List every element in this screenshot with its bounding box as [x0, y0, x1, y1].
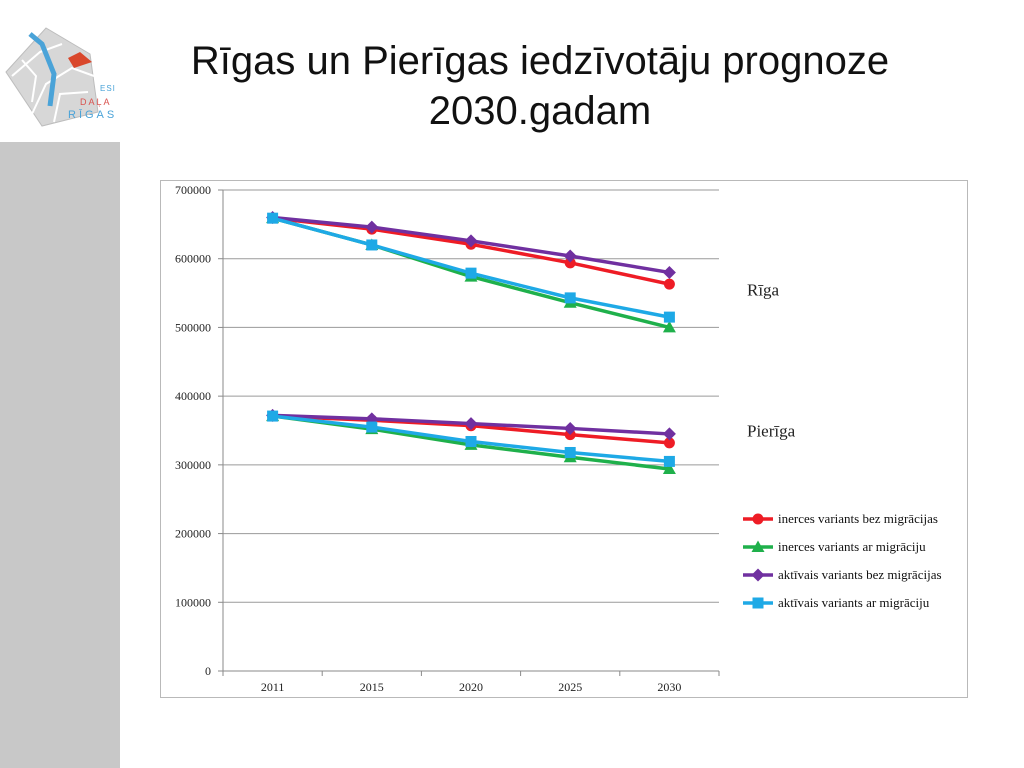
slide-title-line-2: 2030.gadam — [428, 89, 652, 133]
logo-text-dala: DAĻA — [80, 97, 112, 107]
x-tick-label: 2025 — [558, 680, 582, 694]
data-point — [663, 455, 675, 467]
data-point — [662, 427, 676, 441]
y-tick-label: 200000 — [175, 527, 211, 541]
data-point — [563, 421, 577, 435]
y-tick-label: 500000 — [175, 320, 211, 334]
legend-marker — [751, 568, 765, 582]
legend-marker — [752, 597, 764, 609]
logo-text-esi: ESI — [100, 84, 116, 93]
logo-text-rigas: RĪGAS — [68, 109, 118, 121]
y-tick-label: 600000 — [175, 252, 211, 266]
legend-label: inerces variants ar migrāciju — [778, 539, 926, 554]
data-point — [662, 320, 676, 333]
legend-marker — [751, 540, 765, 552]
y-tick-label: 0 — [205, 664, 211, 678]
data-point — [663, 437, 675, 449]
legend-label: inerces variants bez migrācijas — [778, 511, 938, 526]
data-point — [564, 292, 576, 304]
data-point — [563, 249, 577, 263]
slide-title: Rīgas un Pierīgas iedzīvotāju prognoze 2… — [130, 36, 950, 136]
x-tick-label: 2030 — [657, 680, 681, 694]
data-point — [366, 421, 378, 433]
data-point — [366, 239, 378, 251]
data-point — [267, 410, 279, 422]
chart-frame: 0 100000 200000 300000 400000 500000 600000 700… — [160, 180, 968, 698]
slide-title-line-1: Rīgas un Pierīgas iedzīvotāju prognoze — [190, 39, 890, 83]
data-point — [465, 435, 477, 447]
logo — [2, 14, 120, 132]
legend-marker — [752, 513, 764, 525]
y-tick-label: 300000 — [175, 458, 211, 472]
data-point — [662, 265, 676, 279]
data-point — [464, 417, 478, 431]
legend-label: aktīvais variants bez migrācijas — [778, 567, 942, 582]
side-bar — [0, 142, 120, 768]
region-label: Pierīga — [747, 422, 796, 441]
data-point — [465, 267, 477, 279]
x-tick-label: 2011 — [261, 680, 285, 694]
data-point — [464, 234, 478, 248]
y-tick-label: 100000 — [175, 595, 211, 609]
y-tick-label: 700000 — [175, 183, 211, 197]
logo-map-icon — [5, 27, 99, 127]
data-point — [267, 212, 279, 224]
data-point — [662, 462, 676, 474]
x-tick-label: 2020 — [459, 680, 483, 694]
data-point — [663, 278, 675, 290]
population-line-chart: 0 100000 200000 300000 400000 500000 600000 700… — [175, 183, 942, 694]
y-tick-label: 400000 — [175, 389, 211, 403]
data-point — [365, 220, 379, 234]
x-tick-label: 2015 — [360, 680, 384, 694]
data-point — [564, 446, 576, 458]
legend-label: aktīvais variants ar migrāciju — [778, 595, 930, 610]
region-label: Rīga — [747, 281, 780, 300]
data-point — [663, 311, 675, 323]
data-point — [564, 257, 576, 269]
